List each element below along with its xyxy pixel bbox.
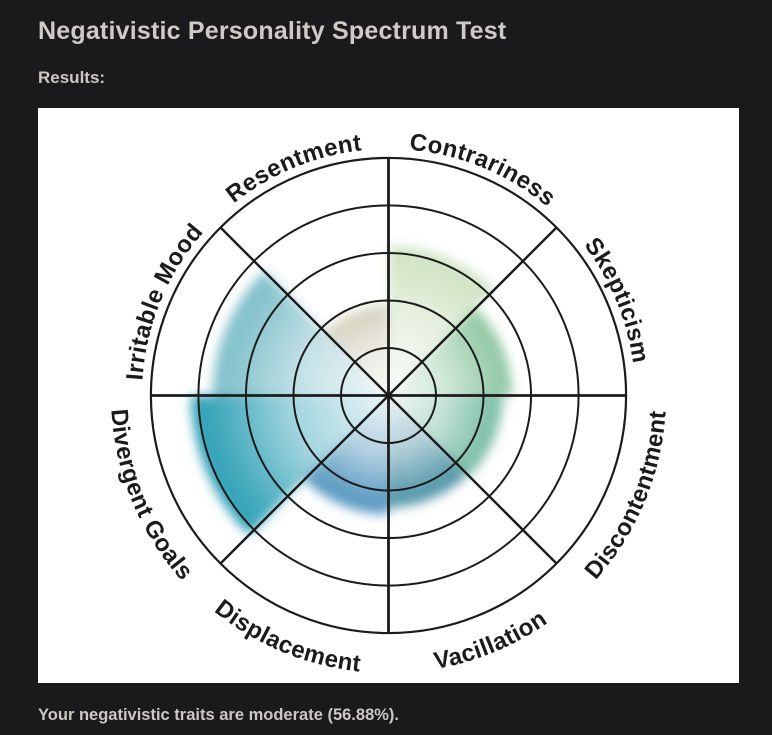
sector-label-resentment: Resentment <box>221 129 363 208</box>
sector-label-vacillation: Vacillation <box>432 605 552 675</box>
sector-wedge-divergent-goals <box>191 395 389 535</box>
sector-label-displacement: Displacement <box>210 594 363 677</box>
sector-wedge-irritable-mood <box>212 271 389 396</box>
results-label: Results: <box>38 68 106 87</box>
grid-spoke <box>219 226 558 565</box>
chart-panel: Contrariness Skepticism Discontentment Vaci… <box>38 108 739 683</box>
sector-wedge-resentment <box>324 305 389 396</box>
sector-wedge-vacillation <box>388 395 468 508</box>
summary-text: Your negativistic traits are moderate (5… <box>38 706 399 724</box>
sector-label-contrariness: Contrariness <box>408 129 561 212</box>
score-wedges <box>191 245 513 535</box>
sector-wedge-contrariness <box>388 245 495 396</box>
sector-label-discontentment: Discontentment <box>580 410 672 585</box>
sector-wedge-displacement <box>304 395 389 515</box>
sector-label-divergent-goals: Divergent Goals <box>105 408 198 586</box>
sector-wedge-discontentment <box>388 395 503 477</box>
page-title: Negativistic Personality Spectrum Test <box>38 17 507 45</box>
sector-label-skepticism: Skepticism <box>579 233 654 366</box>
sector-label-irritable-mood: Irritable Mood <box>121 218 208 381</box>
